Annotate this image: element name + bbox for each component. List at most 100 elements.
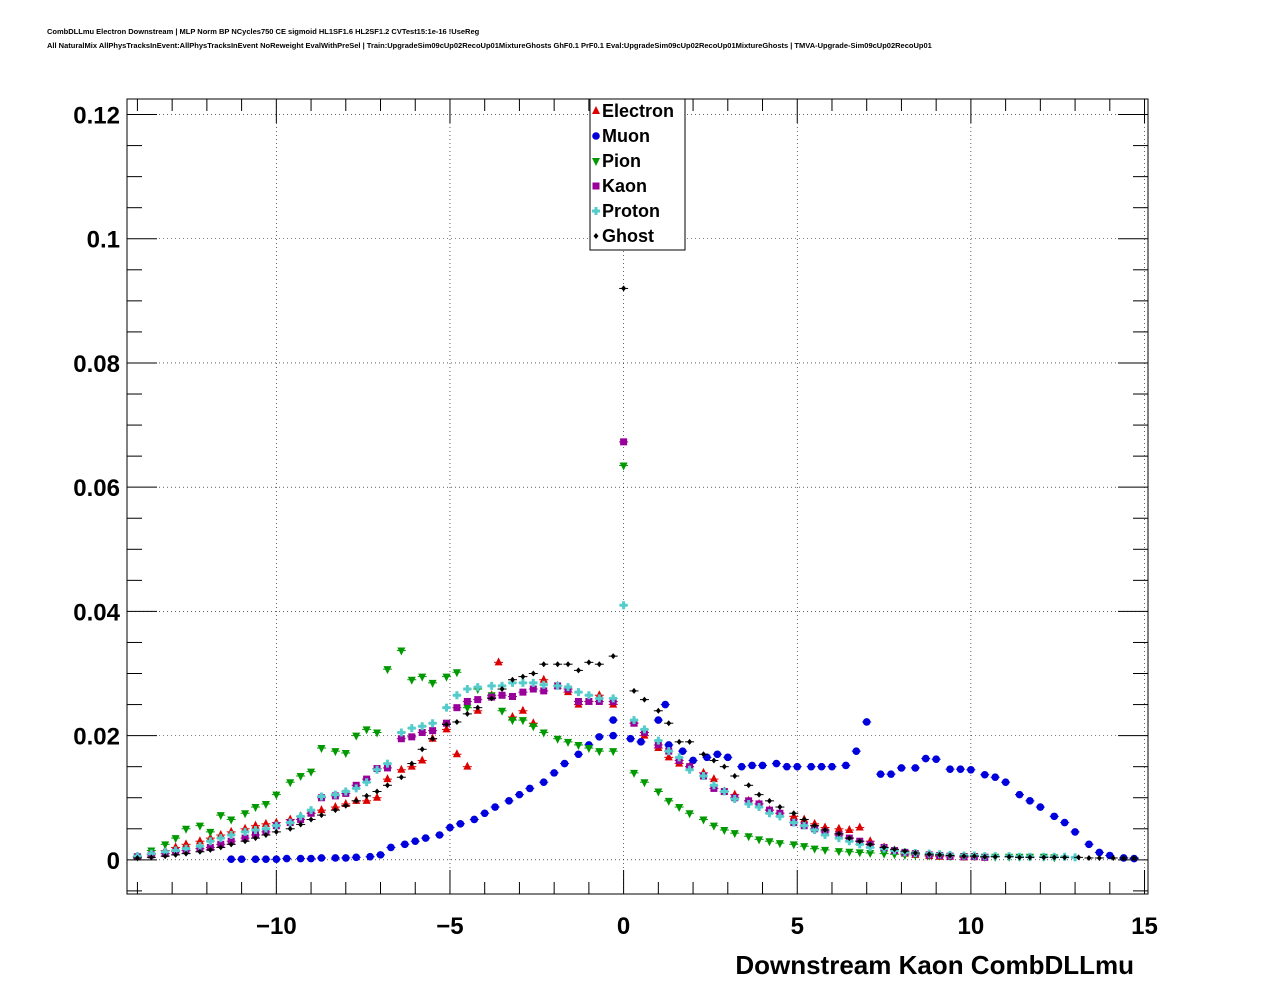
- ghost-point: [464, 710, 470, 717]
- kaon-point: [418, 729, 426, 737]
- ghost-point: [1096, 854, 1102, 861]
- pion-point: [609, 748, 618, 757]
- pion-point: [171, 835, 180, 844]
- pion-point: [539, 729, 548, 738]
- muon-point: [921, 754, 930, 763]
- electron-point: [397, 764, 406, 773]
- muon-point: [491, 803, 499, 811]
- ghost-point: [926, 851, 932, 858]
- proton-point: [216, 834, 225, 843]
- muon-point: [1015, 790, 1024, 799]
- y-axis-tick-labels: 0 0.02 0.04 0.06 0.08 0.1 0.12: [73, 103, 120, 875]
- muon-point: [967, 765, 975, 774]
- proton-point: [352, 784, 361, 793]
- muon-point: [526, 784, 534, 793]
- muon-point: [862, 718, 871, 726]
- ghost-point: [520, 673, 526, 680]
- pion-point: [800, 843, 809, 852]
- muon-point: [876, 770, 885, 778]
- electron-point: [494, 657, 503, 666]
- pion-point: [362, 726, 371, 735]
- ghost-point: [287, 825, 293, 832]
- x-axis-title: Downstream Kaon CombDLLmu: [735, 950, 1134, 980]
- proton-point: [584, 691, 593, 700]
- muon-point: [897, 764, 906, 772]
- proton-point: [775, 812, 784, 821]
- pion-point: [720, 827, 729, 836]
- kaon-point: [453, 704, 461, 712]
- pion-point: [261, 800, 270, 809]
- muon-point: [560, 759, 569, 768]
- muon-point: [1036, 803, 1045, 811]
- kaon-point: [408, 733, 416, 741]
- pion-point: [307, 768, 316, 777]
- proton-point: [730, 794, 739, 803]
- pion-point: [373, 729, 382, 738]
- kaon-point: [474, 696, 482, 704]
- kaon-point: [397, 735, 405, 743]
- muon-point: [609, 716, 617, 724]
- ghost-point: [353, 797, 359, 804]
- ghost-point: [777, 804, 783, 811]
- proton-point: [251, 826, 260, 835]
- ghost-point: [912, 850, 918, 857]
- muon-point: [637, 738, 645, 746]
- ghost-point: [746, 782, 752, 789]
- kaon-point: [585, 697, 593, 705]
- proton-point: [463, 685, 472, 694]
- ghost-point: [318, 812, 324, 819]
- proton-point: [755, 803, 764, 812]
- pion-point: [418, 673, 427, 682]
- proton-point: [619, 601, 628, 610]
- series-muon: [226, 700, 1139, 864]
- ghost-point: [822, 827, 828, 834]
- ghost-point: [1051, 854, 1057, 861]
- ghost-point: [801, 816, 807, 823]
- ghost-point: [530, 670, 536, 677]
- muon-point: [341, 854, 350, 862]
- proton-point: [553, 681, 562, 690]
- pion-point: [564, 738, 573, 747]
- pion-point: [654, 788, 663, 797]
- legend-label-muon: Muon: [602, 126, 650, 146]
- pion-point: [383, 666, 392, 675]
- electron-point: [195, 836, 204, 845]
- series-kaon: [132, 438, 990, 861]
- ghost-point: [509, 676, 515, 683]
- legend-box: [589, 98, 686, 251]
- proton-point: [317, 792, 326, 801]
- pion-point: [775, 840, 784, 849]
- kaon-point: [383, 764, 391, 772]
- pion-point: [296, 772, 305, 781]
- muon-point: [932, 755, 940, 764]
- legend-marker-proton: [592, 207, 600, 215]
- ghost-point: [555, 661, 561, 668]
- muon-point: [852, 747, 861, 755]
- muon-point: [911, 764, 920, 772]
- muon-point: [758, 761, 767, 770]
- ghost-point: [364, 792, 370, 799]
- ghost-point: [766, 797, 772, 804]
- proton-point: [664, 747, 673, 756]
- pion-point: [272, 791, 281, 800]
- pion-point: [730, 830, 739, 839]
- muon-point: [626, 734, 635, 743]
- ghost-point: [332, 807, 338, 814]
- ghost-point: [641, 696, 647, 703]
- kaon-point: [241, 834, 249, 842]
- proton-point: [407, 724, 416, 733]
- pion-point: [664, 797, 673, 806]
- pion-point: [630, 769, 639, 778]
- pion-point: [755, 836, 764, 845]
- pion-point: [855, 849, 864, 858]
- chart-title-line-1: CombDLLmu Electron Downstream | MLP Norm…: [47, 27, 480, 36]
- kaon-point: [529, 685, 537, 693]
- ghost-point: [1017, 854, 1023, 861]
- pion-point: [241, 810, 250, 819]
- y-tick-label: 0.08: [73, 351, 120, 378]
- pion-point: [286, 779, 295, 788]
- proton-point: [147, 849, 156, 858]
- muon-point: [1026, 797, 1034, 805]
- ghost-point: [343, 802, 349, 809]
- kaon-point: [508, 692, 516, 700]
